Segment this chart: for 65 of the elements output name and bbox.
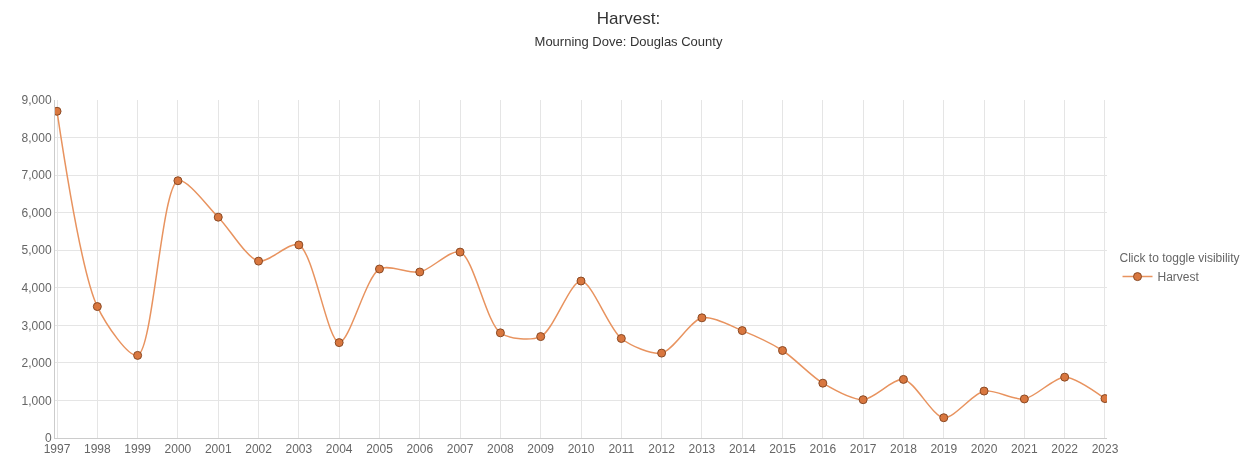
y-tick-label: 5,000 xyxy=(21,243,52,258)
x-tick-label: 2005 xyxy=(366,442,394,457)
x-tick-label: 2021 xyxy=(1011,442,1039,457)
point xyxy=(374,264,384,274)
x-tick-label: 2001 xyxy=(204,442,232,457)
x-tick-label: 2012 xyxy=(648,442,676,457)
point xyxy=(979,386,989,396)
point xyxy=(1060,372,1070,382)
point xyxy=(173,176,183,186)
point xyxy=(495,328,505,338)
x-tick-label: 2011 xyxy=(608,442,635,457)
point xyxy=(213,212,223,222)
x-tick-label: 2010 xyxy=(567,442,595,457)
y-tick-label: 9,000 xyxy=(21,93,52,108)
x-tick-label: 2003 xyxy=(285,442,313,457)
point xyxy=(133,350,143,360)
x-tick-label: 2002 xyxy=(245,442,273,457)
point xyxy=(616,333,626,343)
chart-title: Harvest: xyxy=(596,8,661,28)
point xyxy=(415,267,425,277)
x-tick-label: 2020 xyxy=(970,442,998,457)
y-tick-label: 3,000 xyxy=(21,318,52,333)
y-tick-label: 4,000 xyxy=(21,280,52,295)
point xyxy=(334,338,344,348)
legend-label: Harvest xyxy=(1157,270,1200,285)
point xyxy=(1019,394,1029,404)
x-tick-label: 1997 xyxy=(43,442,71,457)
point xyxy=(898,374,908,384)
chart-subtitle: Mourning Dove: Douglas County xyxy=(534,33,723,49)
point xyxy=(737,326,747,336)
x-tick-label: 2022 xyxy=(1051,442,1079,457)
x-tick-label: 2004 xyxy=(325,442,353,457)
x-tick-label: 2007 xyxy=(446,442,474,457)
y-tick-label: 2,000 xyxy=(21,356,52,371)
point xyxy=(455,247,465,257)
x-tick-label: 2009 xyxy=(527,442,555,457)
y-tick-label: 1,000 xyxy=(21,393,52,408)
y-tick-label: 6,000 xyxy=(21,205,52,220)
x-tick-label: 2018 xyxy=(890,442,918,457)
x-tick-label: 2000 xyxy=(164,442,192,457)
legend-title: Click to toggle visibility xyxy=(1119,251,1240,266)
point xyxy=(92,302,102,312)
x-tick-label: 2006 xyxy=(406,442,434,457)
point xyxy=(576,276,586,286)
x-tick-label: 2014 xyxy=(728,442,756,457)
y-tick-label: 8,000 xyxy=(21,130,52,145)
x-tick-label: 2019 xyxy=(930,442,958,457)
point xyxy=(939,413,949,423)
y-tick-label: 7,000 xyxy=(21,168,52,183)
point xyxy=(697,313,707,323)
point xyxy=(294,240,304,250)
point xyxy=(778,346,788,355)
point xyxy=(254,256,264,266)
x-tick-label: 2015 xyxy=(769,442,797,457)
point xyxy=(818,378,828,388)
x-tick-label: 2023 xyxy=(1091,442,1119,457)
point xyxy=(536,332,546,342)
x-tick-label: 2016 xyxy=(809,442,837,457)
x-tick-label: 1999 xyxy=(124,442,152,457)
x-tick-label: 1998 xyxy=(83,442,111,457)
point xyxy=(657,348,667,358)
x-tick-label: 2013 xyxy=(688,442,716,457)
x-tick-label: 2008 xyxy=(487,442,515,457)
point xyxy=(858,395,868,405)
x-tick-label: 2017 xyxy=(849,442,877,457)
